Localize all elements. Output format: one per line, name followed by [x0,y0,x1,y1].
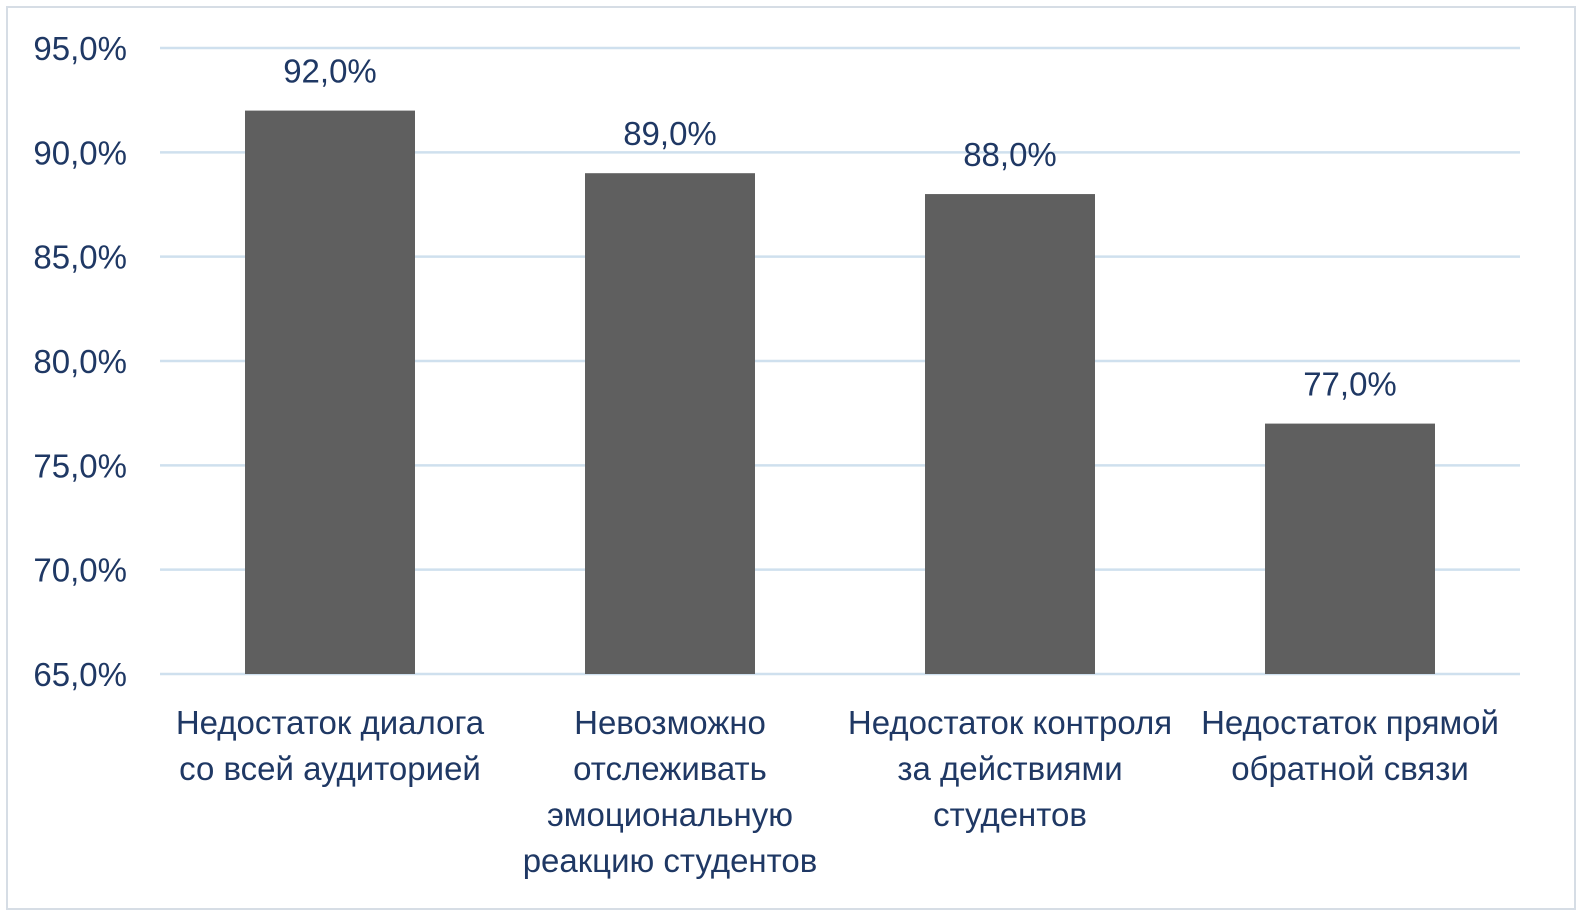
x-category-label-line: эмоциональную [547,796,793,833]
bar [585,173,755,674]
x-category-label-line: отслеживать [573,750,767,787]
data-label: 92,0% [283,53,377,90]
x-category-label-line: обратной связи [1231,750,1469,787]
x-category-label-line: студентов [933,796,1087,833]
x-category-label-line: Недостаток прямой [1201,704,1499,741]
x-category-label-line: за действиями [897,750,1122,787]
bar [245,110,415,675]
data-label: 88,0% [963,136,1057,173]
y-tick-label: 80,0% [33,343,127,380]
x-category-label-line: Невозможно [574,704,766,741]
y-tick-label: 95,0% [33,30,127,67]
bar [925,194,1095,675]
x-category-label: Недостаток контроля за действиями студенто… [848,704,1172,833]
x-category-label: Недостаток прямой обратной связи [1201,704,1499,787]
x-category-label: Невозможно отслеживать эмоциональную реакци… [523,704,818,879]
y-tick-label: 90,0% [33,134,127,171]
y-tick-label: 70,0% [33,552,127,589]
x-category-label-line: со всей аудиторией [179,750,481,787]
x-category-label-line: Недостаток контроля [848,704,1172,741]
y-tick-label: 75,0% [33,447,127,484]
x-category-label: Недостаток диалога со всей аудиторией [176,704,485,787]
y-tick-label: 65,0% [33,656,127,693]
bar [1265,423,1435,674]
y-tick-label: 85,0% [33,239,127,276]
x-category-label-line: реакцию студентов [523,842,818,879]
x-category-label-line: Недостаток диалога [176,704,485,741]
data-label: 89,0% [623,115,717,152]
data-label: 77,0% [1303,366,1397,403]
